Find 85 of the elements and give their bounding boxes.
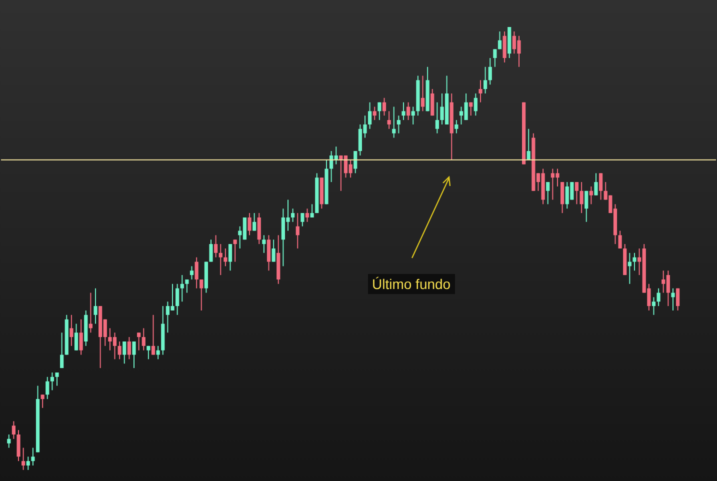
candlestick	[574, 182, 579, 205]
candlestick	[118, 340, 122, 360]
candlestick	[618, 230, 622, 249]
candlestick	[474, 92, 478, 116]
candlestick	[396, 115, 400, 134]
candlestick	[60, 332, 64, 369]
candlestick	[372, 106, 376, 121]
candlestick	[526, 128, 530, 160]
candlestick	[478, 80, 482, 103]
candlestick	[368, 102, 372, 130]
candlestick	[209, 239, 213, 262]
candlestick	[676, 288, 680, 311]
candlestick	[224, 248, 228, 267]
candlestick	[484, 66, 488, 94]
candlestick	[200, 278, 204, 311]
candlestick	[310, 204, 314, 218]
candlestick	[156, 345, 160, 360]
candlestick	[272, 239, 276, 262]
candlestick	[185, 278, 189, 294]
candlestick	[392, 106, 396, 138]
candlestick	[26, 456, 30, 470]
candlestick	[305, 208, 310, 222]
candlestick	[262, 234, 266, 254]
candlestick	[214, 234, 218, 258]
candlestick	[127, 336, 131, 360]
candlestick	[233, 239, 237, 262]
candlestick	[430, 88, 434, 116]
candlestick	[402, 102, 406, 121]
candlestick	[142, 328, 146, 351]
candlestick	[589, 186, 593, 205]
candlestick	[22, 447, 26, 470]
candlestick	[656, 288, 660, 307]
candlestick	[257, 212, 261, 245]
candlestick	[55, 372, 59, 386]
candlestick	[354, 150, 358, 174]
candlestick	[671, 288, 675, 311]
candlestick	[94, 288, 98, 324]
candlestick	[248, 212, 252, 236]
candlestick	[194, 256, 198, 289]
candlestick	[190, 266, 194, 280]
candlestick	[79, 318, 83, 356]
candlestick	[252, 212, 256, 232]
candlestick	[291, 208, 295, 222]
candlestick	[502, 30, 506, 63]
candlestick	[46, 376, 50, 400]
candlestick	[594, 172, 598, 196]
candlestick	[652, 296, 656, 316]
candlestick	[296, 212, 300, 249]
candlestick	[546, 182, 550, 205]
candlestick	[70, 314, 74, 346]
candlestick	[7, 434, 11, 448]
candlestick	[435, 102, 439, 134]
candlestick	[498, 30, 502, 50]
candlestick	[16, 430, 20, 462]
candlestick	[122, 340, 126, 364]
candlestick	[454, 120, 458, 134]
candlestick	[300, 212, 304, 227]
candlestick	[40, 394, 44, 408]
candlestick	[74, 323, 78, 351]
candlestick	[378, 102, 382, 121]
candlestick	[560, 182, 564, 214]
candlestick	[580, 182, 584, 214]
candlestick	[584, 190, 588, 222]
candlestick	[228, 244, 232, 272]
candlestick	[387, 110, 391, 130]
candlestick	[488, 58, 492, 86]
candlestick	[420, 75, 425, 112]
candlestick	[493, 48, 497, 68]
candlestick	[266, 234, 271, 272]
annotation: Último fundo	[368, 274, 455, 294]
candlestick	[31, 447, 35, 466]
candlestick	[411, 106, 415, 125]
candlestick	[632, 252, 636, 272]
candlestick	[406, 102, 410, 121]
candlestick	[180, 274, 184, 302]
candlestick	[176, 283, 180, 316]
candlestick	[137, 332, 141, 351]
candlestick	[146, 345, 150, 360]
candlestick	[12, 420, 16, 440]
candlestick	[599, 172, 603, 200]
candlestick	[132, 340, 136, 369]
candlestick	[151, 314, 156, 356]
candlestick	[382, 97, 386, 116]
candlestick	[50, 372, 54, 391]
candlestick	[218, 244, 222, 276]
